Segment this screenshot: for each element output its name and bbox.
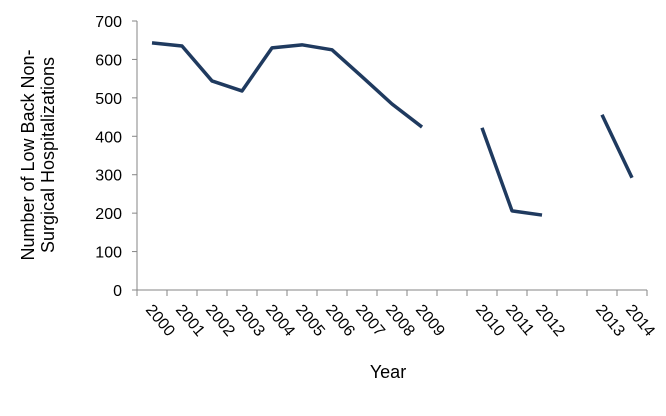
y-axis-title-line: Surgical Hospitalizations (38, 57, 58, 253)
x-tick-label: 2002 (202, 302, 238, 340)
x-tick-label: 2013 (592, 302, 628, 340)
y-tick-label: 500 (95, 91, 122, 108)
line-series (151, 41, 634, 217)
x-tick-label: 2010 (472, 302, 508, 340)
y-tick-label: 600 (95, 52, 122, 69)
x-tick-label: 2008 (382, 302, 418, 340)
x-tick-label: 2012 (532, 302, 568, 340)
y-axis-title-line: Number of Low Back Non- (18, 49, 38, 260)
y-tick-label: 100 (95, 245, 122, 262)
x-tick-label: 2007 (352, 302, 388, 340)
y-tick-label: 700 (95, 14, 122, 31)
x-tick-label: 2014 (622, 302, 658, 340)
x-tick-label: 2004 (262, 302, 298, 340)
y-axis-title: Number of Low Back Non- Surgical Hospita… (18, 49, 58, 260)
x-tick-label: 2000 (142, 302, 178, 340)
x-tick-label: 2009 (412, 302, 448, 340)
x-axis-title: Year (370, 362, 406, 382)
y-tick-label: 0 (113, 283, 122, 300)
y-tick-label: 400 (95, 129, 122, 146)
x-tick-label: 2001 (172, 302, 208, 340)
x-tick-label: 2006 (322, 302, 358, 340)
x-tick-label: 2011 (502, 302, 537, 339)
y-tick-label: 300 (95, 168, 122, 185)
x-tick-label: 2005 (292, 302, 328, 340)
y-tick-label: 200 (95, 206, 122, 223)
x-tick-label: 2003 (232, 302, 268, 340)
